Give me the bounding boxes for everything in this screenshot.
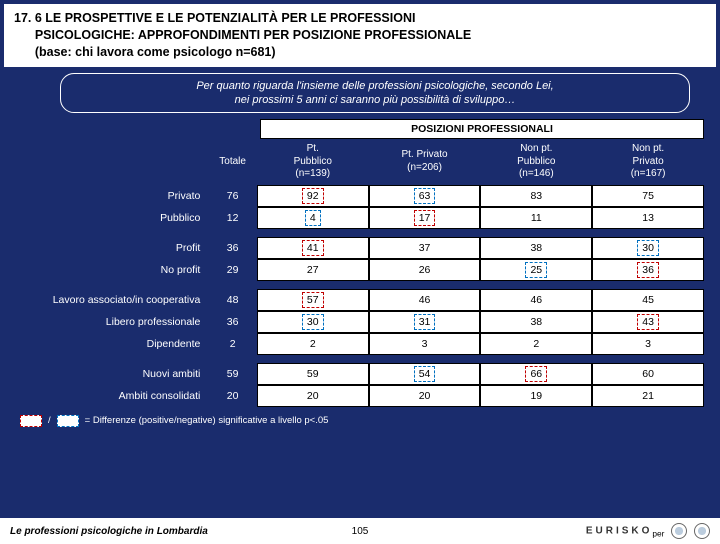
table-row: Libero professionale3630313843 (8, 311, 704, 333)
data-cell: 25 (480, 259, 592, 281)
data-cell: 4 (257, 207, 369, 229)
data-cell: 38 (480, 237, 592, 259)
data-cell: 41 (257, 237, 369, 259)
row-label: No profit (8, 259, 208, 281)
table-row: Lavoro associato/in cooperativa485746464… (8, 289, 704, 311)
columns-header-band: POSIZIONI PROFESSIONALI (260, 119, 704, 139)
data-cell: 30 (592, 237, 704, 259)
question-line-1: Per quanto riguarda l'insieme delle prof… (196, 80, 553, 92)
data-cell: 3 (592, 333, 704, 355)
row-total: 36 (208, 311, 257, 333)
footer-brand: EURISKO (586, 526, 653, 537)
data-cell: 83 (480, 185, 592, 207)
data-cell: 66 (480, 363, 592, 385)
row-total: 59 (208, 363, 257, 385)
data-cell: 59 (257, 363, 369, 385)
logo-icon (694, 523, 710, 539)
row-total: 76 (208, 185, 257, 207)
row-total: 36 (208, 237, 257, 259)
row-label: Nuovi ambiti (8, 363, 208, 385)
data-cell: 43 (592, 311, 704, 333)
col-totale: Totale (208, 139, 257, 185)
row-label: Privato (8, 185, 208, 207)
legend-text: = Differenze (positive/negative) signifi… (85, 415, 329, 426)
question-box: Per quanto riguarda l'insieme delle prof… (60, 73, 690, 114)
data-cell: 3 (369, 333, 481, 355)
footer-bar: Le professioni psicologiche in Lombardia… (0, 518, 720, 544)
data-cell: 2 (257, 333, 369, 355)
data-cell: 20 (257, 385, 369, 407)
row-total: 12 (208, 207, 257, 229)
data-cell: 63 (369, 185, 481, 207)
row-total: 20 (208, 385, 257, 407)
data-cell: 17 (369, 207, 481, 229)
row-label: Ambiti consolidati (8, 385, 208, 407)
logo-icon (671, 523, 687, 539)
row-total: 48 (208, 289, 257, 311)
data-cell: 46 (369, 289, 481, 311)
data-cell: 19 (480, 385, 592, 407)
data-cell: 26 (369, 259, 481, 281)
legend: / = Differenze (positive/negative) signi… (20, 415, 720, 427)
slide-title: 17. 6 LE PROSPETTIVE E LE POTENZIALITÀ P… (4, 4, 716, 67)
data-cell: 36 (592, 259, 704, 281)
row-total: 29 (208, 259, 257, 281)
column-headers: Totale Pt.Pubblico(n=139) Pt. Privato(n=… (8, 139, 704, 185)
col-0: Pt.Pubblico(n=139) (257, 139, 369, 185)
question-line-2: nei prossimi 5 anni ci saranno più possi… (235, 94, 516, 106)
title-line-3: (base: chi lavora come psicologo n=681) (35, 45, 276, 59)
footer-right: EURISKOper (586, 523, 710, 539)
table-row: Pubblico124171113 (8, 207, 704, 229)
footer-brand-sub: per (652, 529, 664, 539)
data-cell: 92 (257, 185, 369, 207)
table-row: Dipendente22323 (8, 333, 704, 355)
footer-left: Le professioni psicologiche in Lombardia (10, 526, 208, 537)
data-cell: 46 (480, 289, 592, 311)
data-cell: 13 (592, 207, 704, 229)
row-total: 2 (208, 333, 257, 355)
row-label: Dipendente (8, 333, 208, 355)
footer-page-number: 105 (352, 526, 369, 537)
data-cell: 37 (369, 237, 481, 259)
data-cell: 57 (257, 289, 369, 311)
data-cell: 45 (592, 289, 704, 311)
data-cell: 75 (592, 185, 704, 207)
col-3: Non pt.Privato(n=167) (592, 139, 704, 185)
col-2: Non pt.Pubblico(n=146) (480, 139, 592, 185)
title-line-2: PSICOLOGICHE: APPROFONDIMENTI PER POSIZI… (35, 28, 471, 42)
table-row: Profit3641373830 (8, 237, 704, 259)
data-cell: 11 (480, 207, 592, 229)
col-1: Pt. Privato(n=206) (369, 139, 481, 185)
data-cell: 21 (592, 385, 704, 407)
data-cell: 30 (257, 311, 369, 333)
data-cell: 27 (257, 259, 369, 281)
table-row: Ambiti consolidati2020201921 (8, 385, 704, 407)
data-cell: 54 (369, 363, 481, 385)
row-label: Lavoro associato/in cooperativa (8, 289, 208, 311)
table-row: Nuovi ambiti5959546660 (8, 363, 704, 385)
row-label: Pubblico (8, 207, 208, 229)
row-label: Profit (8, 237, 208, 259)
legend-slash: / (48, 415, 51, 426)
data-table: Totale Pt.Pubblico(n=139) Pt. Privato(n=… (8, 139, 704, 407)
data-cell: 38 (480, 311, 592, 333)
row-label: Libero professionale (8, 311, 208, 333)
data-cell: 2 (480, 333, 592, 355)
legend-swatch-positive (20, 415, 42, 427)
data-cell: 20 (369, 385, 481, 407)
legend-swatch-negative (57, 415, 79, 427)
title-line-1: 17. 6 LE PROSPETTIVE E LE POTENZIALITÀ P… (14, 11, 415, 25)
data-cell: 31 (369, 311, 481, 333)
table-row: No profit2927262536 (8, 259, 704, 281)
table-row: Privato7692638375 (8, 185, 704, 207)
data-cell: 60 (592, 363, 704, 385)
